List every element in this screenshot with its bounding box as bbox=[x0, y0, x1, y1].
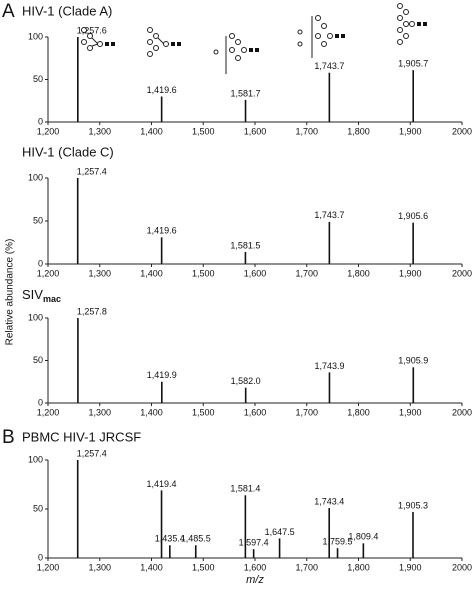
peak-label: 1,419.9 bbox=[147, 370, 177, 380]
y-tick-label: 50 bbox=[33, 215, 43, 225]
peak-label: 1,809.4 bbox=[348, 532, 378, 542]
peak-label: 1,257.4 bbox=[77, 448, 107, 458]
x-tick-label: 1,400 bbox=[140, 268, 163, 278]
x-tick-label: 1,900 bbox=[399, 126, 422, 136]
peak-label: 1,905.9 bbox=[398, 356, 428, 366]
panel-letter: B bbox=[2, 427, 15, 448]
x-tick-label: 1,800 bbox=[347, 126, 370, 136]
y-tick-label: 0 bbox=[38, 116, 43, 126]
x-tick-label: 1,200 bbox=[37, 407, 60, 417]
peak-label: 1,485.5 bbox=[181, 534, 211, 544]
x-tick-label: 1,400 bbox=[140, 407, 163, 417]
x-tick-label: 1,600 bbox=[244, 268, 267, 278]
x-tick-label: 2000 bbox=[452, 126, 472, 136]
x-tick-label: 1,700 bbox=[295, 562, 318, 572]
x-tick-label: 1,200 bbox=[37, 268, 60, 278]
y-tick-label: 50 bbox=[33, 74, 43, 84]
x-tick-label: 1,900 bbox=[399, 268, 422, 278]
x-tick-label: 1,400 bbox=[140, 562, 163, 572]
x-tick-label: 1,300 bbox=[88, 126, 111, 136]
y-tick-label: 0 bbox=[38, 552, 43, 562]
panel-title: SIVmac bbox=[22, 287, 61, 304]
peak-label: 1,435.4 bbox=[155, 534, 185, 544]
x-tick-label: 1,500 bbox=[192, 407, 215, 417]
peak-label: 1,419.4 bbox=[147, 479, 177, 489]
peak-label: 1,257.4 bbox=[77, 166, 107, 176]
peak-label: 1,905.6 bbox=[398, 211, 428, 221]
peak-label: 1,759.5 bbox=[323, 537, 353, 547]
peak-label: 1,597.4 bbox=[239, 538, 269, 548]
peak-label: 1,905.3 bbox=[398, 500, 428, 510]
y-tick-label: 0 bbox=[38, 258, 43, 268]
peak-label: 1,582.0 bbox=[231, 376, 261, 386]
x-tick-label: 2000 bbox=[452, 268, 472, 278]
x-tick-label: 1,300 bbox=[88, 407, 111, 417]
peak-label: 1,419.6 bbox=[147, 226, 177, 236]
x-tick-label: 1,200 bbox=[37, 126, 60, 136]
x-tick-label: 1,500 bbox=[192, 126, 215, 136]
peak-label: 1,581.7 bbox=[231, 88, 261, 98]
y-axis-label: Relative abundance (%) bbox=[5, 239, 16, 346]
y-tick-label: 50 bbox=[33, 503, 43, 513]
peak-label: 1,905.7 bbox=[398, 59, 428, 69]
peak-label: 1,257.8 bbox=[77, 306, 107, 316]
peak-label: 1,743.4 bbox=[314, 496, 344, 506]
y-tick-label: 0 bbox=[38, 397, 43, 407]
x-tick-label: 1,300 bbox=[88, 268, 111, 278]
y-tick-label: 100 bbox=[28, 172, 43, 182]
y-tick-label: 100 bbox=[28, 31, 43, 41]
peak-label: 1,743.7 bbox=[314, 61, 344, 71]
peak-label: 1,647.5 bbox=[265, 527, 295, 537]
panel-title: PBMC HIV-1 JRCSF bbox=[22, 429, 141, 444]
panel-title: HIV-1 (Clade A) bbox=[22, 3, 112, 18]
x-tick-label: 1,200 bbox=[37, 562, 60, 572]
glycan-icons bbox=[81, 3, 427, 74]
x-tick-label: 1,700 bbox=[295, 407, 318, 417]
x-tick-label: 1,400 bbox=[140, 126, 163, 136]
peak-label: 1,743.9 bbox=[314, 361, 344, 371]
x-axis-label: m/z bbox=[246, 574, 264, 586]
x-tick-label: 1,600 bbox=[244, 407, 267, 417]
y-tick-label: 50 bbox=[33, 355, 43, 365]
title-main: SIV bbox=[22, 287, 43, 302]
x-tick-label: 1,600 bbox=[244, 562, 267, 572]
y-tick-label: 100 bbox=[28, 312, 43, 322]
x-tick-label: 1,600 bbox=[244, 126, 267, 136]
x-tick-label: 1,800 bbox=[347, 268, 370, 278]
x-tick-label: 1,900 bbox=[399, 562, 422, 572]
x-tick-label: 1,300 bbox=[88, 562, 111, 572]
peak-label: 1,743.7 bbox=[314, 210, 344, 220]
panel-title: HIV-1 (Clade C) bbox=[22, 144, 114, 159]
y-tick-label: 100 bbox=[28, 454, 43, 464]
x-tick-label: 2000 bbox=[452, 562, 472, 572]
peak-label: 1,581.5 bbox=[230, 240, 260, 250]
panel-letter: A bbox=[2, 1, 15, 22]
peak-label: 1,581.4 bbox=[230, 484, 260, 494]
x-tick-label: 1,700 bbox=[295, 126, 318, 136]
x-tick-label: 1,500 bbox=[192, 268, 215, 278]
x-tick-label: 2000 bbox=[452, 407, 472, 417]
x-tick-label: 1,900 bbox=[399, 407, 422, 417]
title-subscript: mac bbox=[43, 294, 61, 304]
x-tick-label: 1,800 bbox=[347, 407, 370, 417]
x-tick-label: 1,700 bbox=[295, 268, 318, 278]
x-tick-label: 1,800 bbox=[347, 562, 370, 572]
peak-label: 1,257.6 bbox=[77, 25, 107, 35]
peak-label: 1,419.6 bbox=[147, 85, 177, 95]
x-tick-label: 1,500 bbox=[192, 562, 215, 572]
